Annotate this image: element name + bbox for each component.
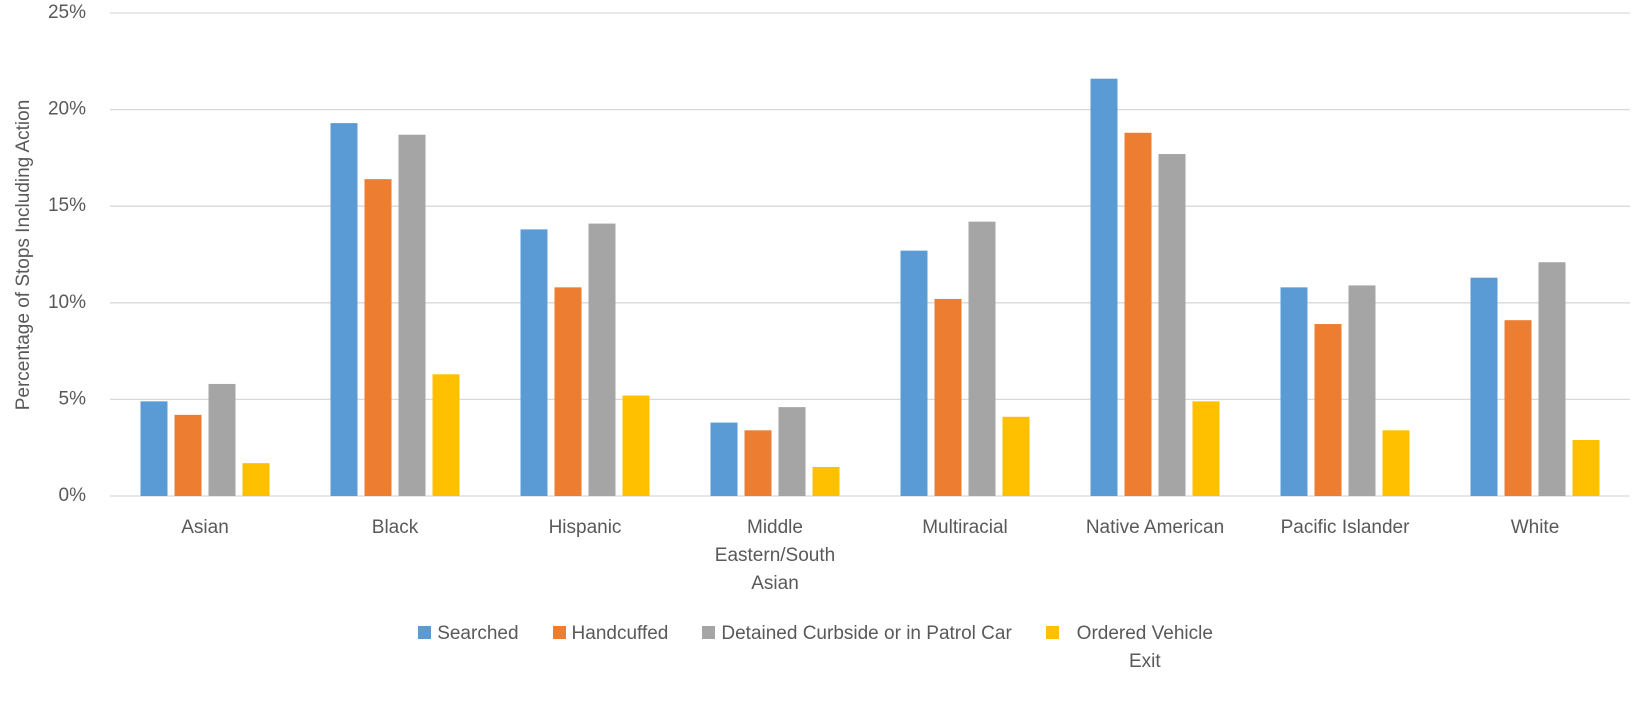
bar — [209, 384, 236, 496]
bar — [399, 135, 426, 496]
x-tick-label: Native American — [1075, 514, 1235, 542]
bar — [1349, 285, 1376, 496]
x-tick-label: Hispanic — [505, 514, 665, 542]
x-tick-label: Multiracial — [885, 514, 1045, 542]
bar — [1281, 287, 1308, 496]
x-tick-label: Asian — [125, 514, 285, 542]
bar — [1505, 320, 1532, 496]
bar — [1193, 401, 1220, 496]
legend-label: Handcuffed — [572, 620, 669, 648]
legend-swatch — [418, 626, 431, 639]
bar — [521, 229, 548, 496]
bar — [175, 415, 202, 496]
bar — [1315, 324, 1342, 496]
bar — [331, 123, 358, 496]
bar — [365, 179, 392, 496]
bar — [243, 463, 270, 496]
legend-item: Detained Curbside or in Patrol Car — [702, 620, 1011, 676]
y-tick-label: 10% — [48, 292, 86, 313]
legend-item: Searched — [418, 620, 518, 676]
bar — [711, 423, 738, 496]
legend-label: Ordered Vehicle Exit — [1065, 620, 1225, 676]
bar — [1573, 440, 1600, 496]
legend-label: Searched — [437, 620, 518, 648]
bar — [901, 251, 928, 496]
bar — [1125, 133, 1152, 496]
legend-swatch — [553, 626, 566, 639]
x-tick-label: Black — [315, 514, 475, 542]
legend-item: Handcuffed — [553, 620, 669, 676]
y-tick-label: 5% — [59, 388, 87, 409]
legend-item: Ordered Vehicle Exit — [1046, 620, 1225, 676]
bar — [813, 467, 840, 496]
bar — [1159, 154, 1186, 496]
bar — [589, 224, 616, 496]
legend-swatch — [702, 626, 715, 639]
chart: Percentage of Stops Including Action 0% 5… — [0, 0, 1643, 702]
y-axis-label: Percentage of Stops Including Action — [13, 100, 34, 411]
x-tick-label: Pacific Islander — [1265, 514, 1425, 542]
bar — [935, 299, 962, 496]
legend-swatch — [1046, 626, 1059, 639]
bar — [623, 396, 650, 496]
bar — [433, 374, 460, 496]
bar — [141, 401, 168, 496]
bar — [555, 287, 582, 496]
x-tick-label: White — [1455, 514, 1615, 542]
bar — [1471, 278, 1498, 496]
legend: Searched Handcuffed Detained Curbside or i… — [0, 620, 1643, 676]
bar — [969, 222, 996, 496]
y-tick-label: 15% — [48, 195, 86, 216]
bar — [1383, 430, 1410, 496]
x-tick-label: Middle Eastern/South Asian — [695, 514, 855, 598]
y-tick-label: 0% — [59, 485, 87, 506]
bar — [1003, 417, 1030, 496]
y-tick-label: 25% — [48, 2, 86, 23]
bar — [779, 407, 806, 496]
bar — [1539, 262, 1566, 496]
legend-label: Detained Curbside or in Patrol Car — [721, 620, 1011, 648]
y-tick-label: 20% — [48, 99, 86, 120]
bar — [745, 430, 772, 496]
bar — [1091, 79, 1118, 496]
